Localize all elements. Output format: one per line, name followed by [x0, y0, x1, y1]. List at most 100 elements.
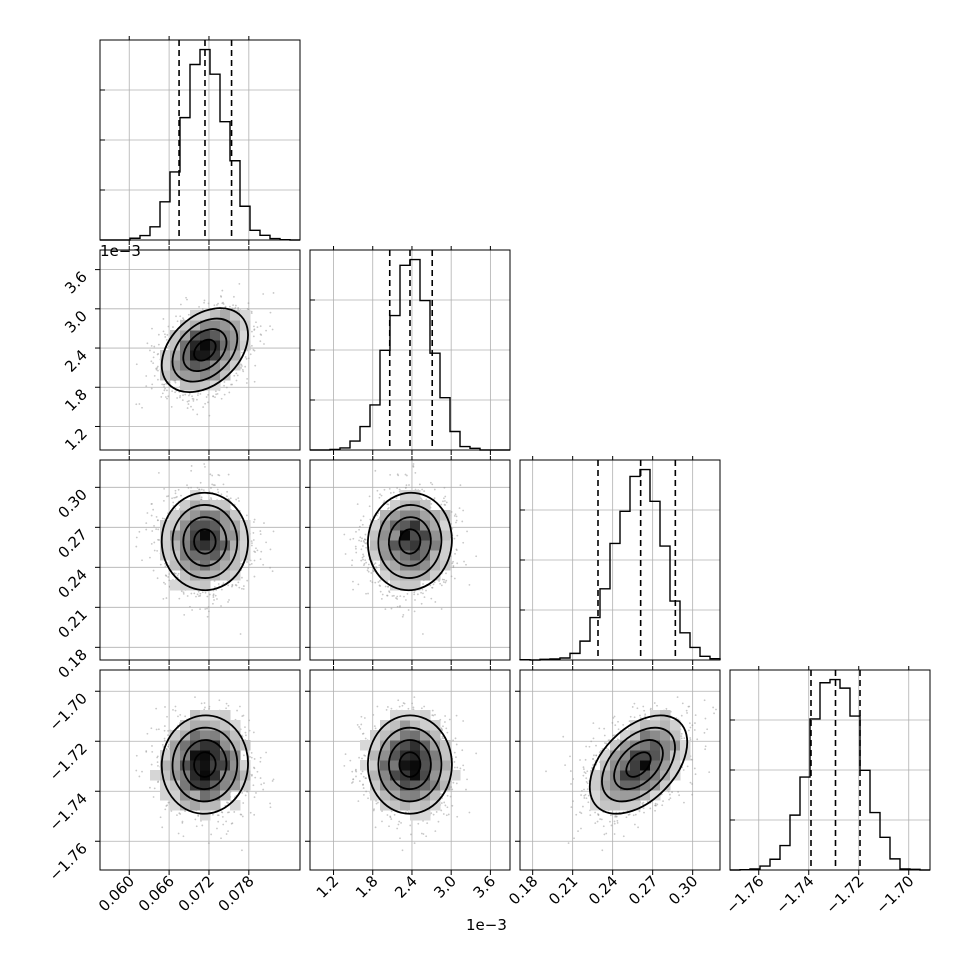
sample-point [182, 394, 184, 397]
sample-point [395, 497, 398, 499]
density-cell [190, 490, 201, 501]
density-cell [170, 360, 181, 371]
sample-point [222, 301, 224, 304]
sample-point [151, 327, 153, 330]
sample-point [373, 563, 376, 566]
sample-point [362, 555, 365, 558]
sample-point [434, 601, 437, 603]
sample-point [186, 298, 188, 301]
histogram-2 [519, 468, 721, 661]
sample-point [161, 392, 164, 395]
sample-point [199, 592, 202, 595]
sample-point [199, 594, 202, 597]
sample-point [362, 515, 365, 518]
sample-point [151, 530, 154, 532]
sample-point [412, 463, 415, 465]
sample-point [455, 519, 458, 522]
sample-point [262, 293, 265, 295]
sample-point [440, 584, 443, 587]
sample-point [218, 474, 221, 477]
density-cell [220, 570, 231, 581]
sample-point [156, 365, 159, 368]
sample-point [422, 592, 424, 595]
sample-point [253, 380, 256, 383]
contour-level [182, 516, 228, 567]
density-cell [180, 510, 191, 521]
y-tick-label: 1.2 [61, 425, 91, 455]
sample-point [241, 576, 243, 579]
sample-point [167, 395, 170, 398]
sample-point [213, 586, 216, 588]
contour-level [160, 307, 249, 394]
sample-point [192, 400, 195, 402]
y-tick-label: 0.24 [54, 565, 90, 601]
density-cell [220, 520, 231, 531]
density-cell [190, 510, 201, 521]
density-cell [240, 320, 251, 331]
sample-point [235, 379, 238, 382]
sample-point [177, 572, 180, 575]
sample-point [163, 383, 165, 386]
sample-point [180, 590, 183, 593]
sample-point [380, 598, 383, 600]
sample-point [253, 518, 256, 521]
sample-point [207, 606, 210, 608]
histogram-3 [730, 678, 930, 871]
sample-point [250, 344, 253, 347]
density-cell [230, 350, 241, 361]
sample-point [431, 483, 434, 486]
sample-point [251, 330, 253, 333]
sample-point [259, 533, 262, 536]
sample-point [212, 602, 214, 605]
sample-point [145, 385, 148, 388]
sample-point [222, 483, 225, 486]
density-cell [230, 320, 241, 331]
sample-point [224, 305, 227, 308]
sample-point [455, 549, 458, 552]
sample-point [223, 381, 226, 383]
sample-point [180, 494, 182, 497]
sample-point [197, 392, 200, 394]
sample-point [235, 498, 238, 501]
density-cell [210, 310, 221, 321]
density-cell [200, 380, 211, 391]
density-cell [210, 500, 221, 511]
sample-point [238, 282, 241, 285]
sample-point [236, 374, 239, 377]
density-cell [180, 380, 191, 391]
sample-point [254, 551, 257, 553]
sample-point [204, 591, 207, 594]
sample-point [182, 318, 185, 321]
panel-2-2 [519, 456, 721, 665]
sample-point [367, 567, 370, 570]
sample-point [444, 500, 446, 502]
sample-point [196, 593, 199, 596]
sample-point [423, 596, 426, 598]
sample-point [155, 367, 158, 370]
sample-point [443, 578, 446, 581]
sample-point [406, 592, 409, 595]
sample-point [269, 566, 271, 569]
sample-point [433, 488, 436, 491]
sample-point [151, 383, 154, 386]
sample-point [153, 549, 156, 552]
sample-point [145, 528, 148, 531]
sample-point [178, 597, 181, 600]
sample-point [150, 387, 153, 390]
sample-point [233, 374, 236, 377]
sample-point [149, 349, 151, 352]
sample-point [220, 605, 222, 607]
density-cell [230, 510, 241, 521]
density-cell [200, 350, 211, 361]
panel-frame [519, 459, 721, 661]
y-tick-label: 3.6 [61, 268, 91, 298]
sample-point [214, 396, 216, 399]
sample-point [156, 519, 159, 522]
sample-point [172, 501, 175, 504]
sample-point [164, 396, 167, 398]
sample-point [159, 563, 162, 566]
sample-point [420, 602, 423, 605]
sample-point [186, 407, 189, 409]
sample-point [364, 533, 367, 536]
sample-point [165, 338, 168, 341]
